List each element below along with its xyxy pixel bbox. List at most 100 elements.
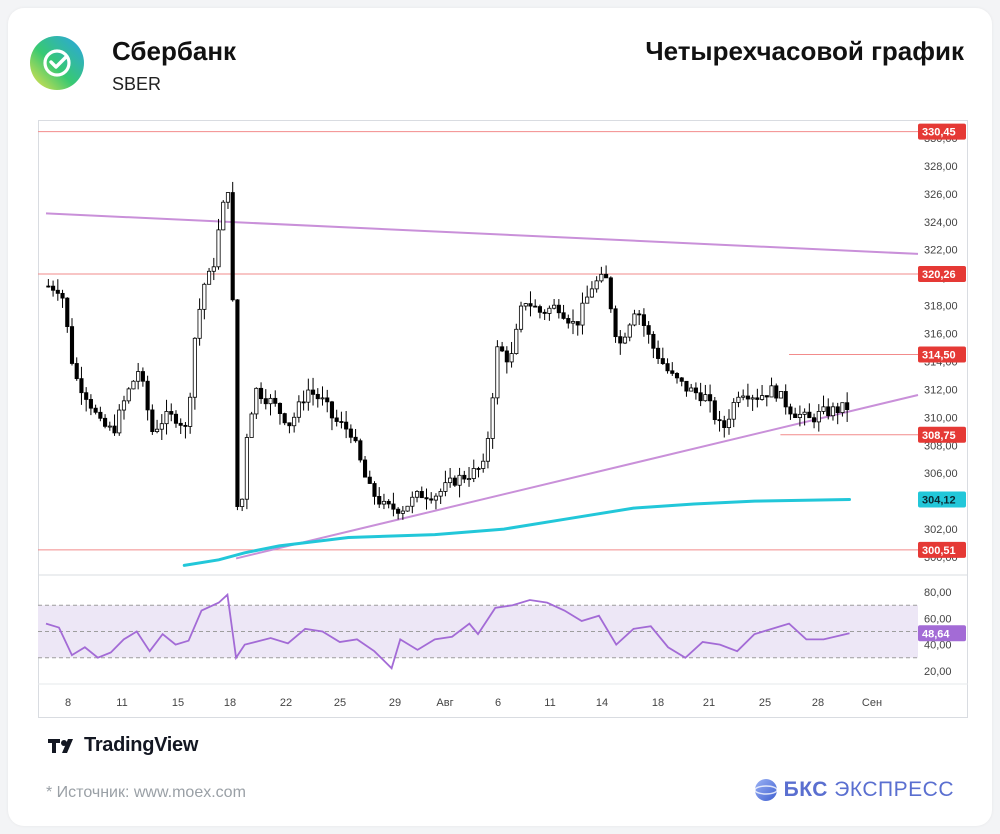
candle-body (774, 385, 779, 399)
candle-body (840, 402, 845, 413)
candle-body (159, 423, 164, 430)
price-tick-label: 322,00 (924, 245, 958, 257)
candle-body (651, 333, 656, 349)
candle-body (301, 401, 306, 404)
level-label: 314,50 (922, 349, 956, 361)
time-axis-label: 11 (116, 697, 127, 709)
candle-body (570, 321, 576, 324)
candle-body (117, 409, 122, 434)
candle-body (533, 305, 538, 308)
candle-body (192, 337, 197, 398)
level-label: 308,75 (922, 430, 956, 442)
candle-body (561, 312, 566, 319)
candle-body (315, 393, 320, 400)
level-label-bg (918, 123, 966, 140)
candle-body (448, 477, 453, 484)
price-tick-label: 318,00 (924, 301, 958, 313)
candle-body (797, 413, 802, 419)
candle-body (273, 397, 278, 404)
candle-body (613, 308, 618, 338)
candle-body (244, 437, 249, 500)
price-tick-label: 324,00 (924, 217, 958, 229)
candle-body (329, 401, 335, 419)
candle-body (769, 385, 774, 398)
candle-body (585, 296, 590, 304)
candle-body (396, 508, 401, 514)
candle-body (268, 397, 273, 405)
candle-body (126, 388, 131, 402)
candle-body (225, 192, 231, 203)
candle-body (736, 396, 741, 403)
candle-body (202, 283, 207, 310)
candle-body (93, 407, 98, 413)
candle-body (812, 417, 817, 423)
time-axis-label: 11 (544, 697, 555, 709)
oscillator-line (45, 592, 850, 670)
candle-body (74, 363, 79, 380)
time-axis-label: 29 (389, 697, 401, 709)
candle-body (575, 321, 580, 326)
candle-body (79, 378, 84, 394)
candle-body (830, 406, 836, 417)
candle-body (287, 422, 292, 427)
candle-body (514, 328, 519, 354)
oscillator-tick-label: 60,00 (924, 613, 952, 625)
candle-body (466, 478, 472, 480)
candle-body (443, 482, 448, 492)
candle-body (722, 420, 727, 428)
candle-body (400, 510, 405, 514)
candle-body (173, 413, 179, 424)
candle-body (240, 498, 245, 507)
candle-body (608, 277, 613, 310)
candle-body (55, 289, 60, 294)
candle-body (362, 459, 368, 478)
candle-body (537, 306, 542, 313)
candle-body (698, 392, 703, 402)
time-axis-label: 6 (495, 697, 501, 709)
time-axis-label: 18 (224, 697, 236, 709)
candle-body (164, 411, 169, 425)
candle-body (750, 397, 755, 400)
candle-body (637, 313, 642, 316)
candle-body (542, 311, 547, 314)
candle-body (708, 394, 713, 402)
candle-body (259, 387, 264, 400)
time-axis-label: 14 (596, 697, 608, 709)
candle-body (665, 363, 670, 372)
candle-body (433, 495, 438, 501)
candle-body (282, 413, 287, 424)
candle-body (377, 496, 382, 505)
candle-body (178, 422, 183, 426)
price-tick-label: 302,00 (924, 524, 958, 536)
ma-line (182, 497, 852, 567)
price-tick-label: 316,00 (924, 329, 958, 341)
candle-body (627, 324, 632, 338)
candle-body (826, 406, 831, 417)
candle-body (646, 325, 651, 335)
candle-body (121, 400, 127, 411)
time-axis-label: Сен (862, 697, 882, 709)
candle-body (414, 491, 420, 498)
level-label-bg (918, 266, 966, 283)
tradingview-wordmark: TradingView (84, 734, 199, 756)
tradingview-logo: TradingView (48, 734, 198, 757)
time-axis-label: 15 (172, 697, 184, 709)
candle-body (348, 428, 353, 438)
candle-body (69, 326, 75, 364)
candle-body (310, 389, 316, 395)
candle-body (131, 380, 136, 390)
candle-body (438, 491, 443, 497)
candle-body (788, 406, 793, 415)
candle-body (296, 401, 301, 418)
candle-body (556, 304, 561, 314)
level-label: 330,45 (922, 127, 956, 139)
candle-body (462, 474, 467, 480)
candle-body (344, 421, 349, 430)
candle-body (760, 395, 765, 400)
candle-body (741, 395, 746, 398)
candle-body (693, 387, 698, 394)
candle-body (391, 503, 396, 510)
oscillator-tick-label: 80,00 (924, 587, 952, 599)
candle-body (589, 288, 594, 298)
candle-body (802, 411, 807, 415)
